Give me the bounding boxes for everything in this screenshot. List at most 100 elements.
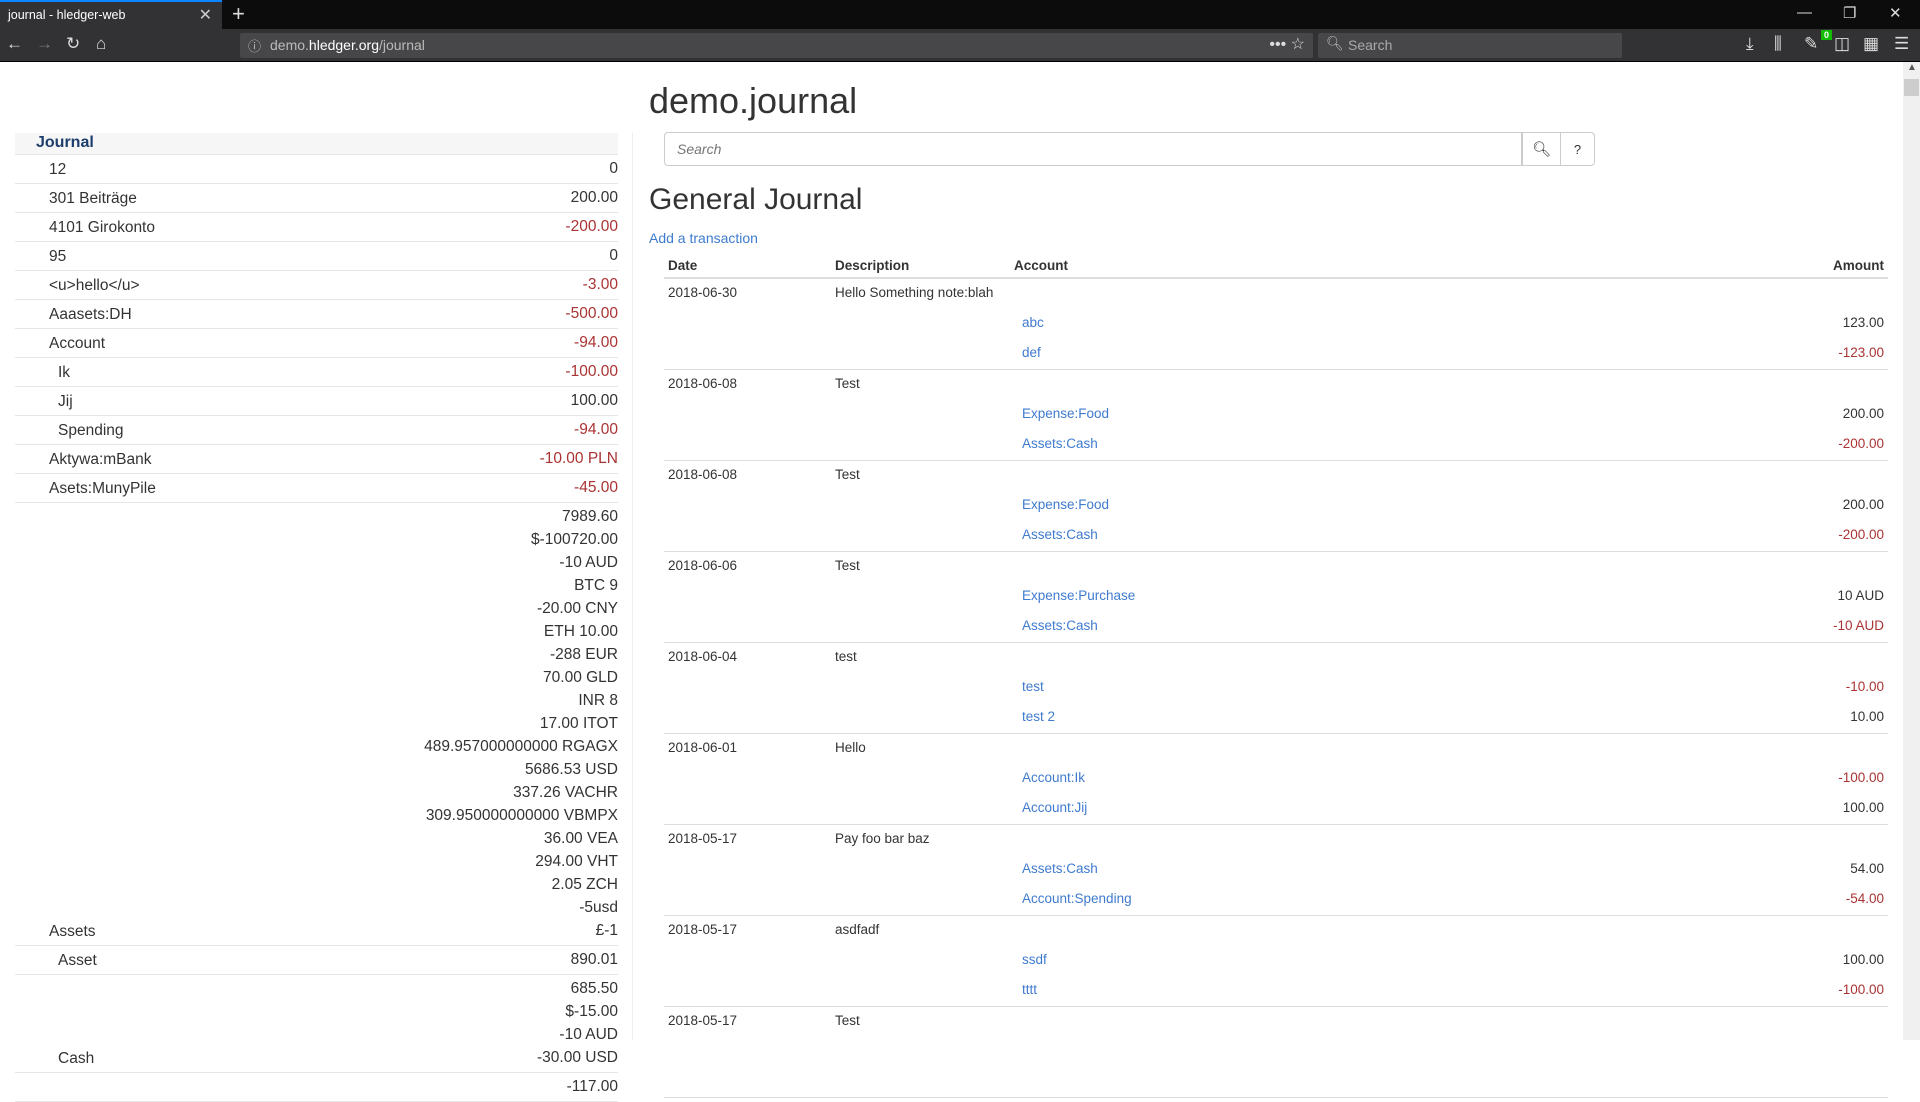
account-name[interactable]: 12 [49,161,67,178]
posting-amount: -123.00 [1838,345,1884,360]
reload-icon[interactable]: ↻ [66,34,81,53]
sidebar-account-row[interactable]: Asset 890.01 [15,946,618,975]
transaction-date: 2018-06-08 [668,376,738,391]
account-name[interactable]: Asets:MunyPile [49,480,156,497]
forward-icon[interactable]: → [36,34,53,53]
url-path: /journal [378,37,425,53]
sidebar-toggle-icon[interactable]: ◫ [1834,34,1851,53]
account-name[interactable]: Cash [58,1050,95,1067]
account-balance: -200.00 [565,215,618,238]
sidebar-account-row[interactable]: 4101 Girokonto -200.00 [15,213,618,242]
posting-account-link[interactable]: ssdf [1022,952,1047,967]
url-bar[interactable]: ⓘ demo.hledger.org/journal ••• ☆ [240,33,1313,58]
posting-account-link[interactable]: test [1022,679,1044,694]
add-transaction-link[interactable]: Add a transaction [649,230,758,246]
account-name[interactable]: Aaasets:DH [49,306,132,323]
account-balance: -100.00 [565,360,618,383]
sidebar-account-row[interactable]: Ik -100.00 [15,358,618,387]
posting-account-link[interactable]: Account:Jij [1022,800,1088,815]
sidebar-account-row[interactable]: Account -94.00 [15,329,618,358]
posting-account-link[interactable]: Assets:Cash [1022,861,1098,876]
search-icon: 🔍︎ [1531,141,1552,158]
posting-account-link[interactable]: Assets:Cash [1022,436,1098,451]
posting-account-link[interactable]: tttt [1022,982,1038,997]
containers-icon[interactable]: ▦ [1863,34,1880,53]
account-name[interactable]: 95 [49,248,67,265]
posting-account-link[interactable]: abc [1022,315,1044,330]
posting-account-link[interactable]: Expense:Food [1022,406,1110,421]
account-name[interactable]: 301 Beiträge [49,190,137,207]
posting-account-link[interactable]: Expense:Purchase [1022,588,1136,603]
sidebar-account-row[interactable]: Asets:MunyPile -45.00 [15,474,618,503]
balance-amount: -10 AUD [559,554,618,571]
balance-amount: 685.50 [570,980,618,997]
posting-account-link[interactable]: Account:Ik [1022,770,1086,785]
sidebar-account-row[interactable]: 12 0 [15,155,618,184]
posting-row: Assets:Cash 54.00 [664,855,1888,885]
posting-row: Expense:Purchase 10 AUD [664,582,1888,612]
transaction-header: 2018-06-01 Hello [664,734,1888,764]
sidebar-account-row[interactable]: -117.00 [15,1073,618,1102]
account-balance: -94.00 [574,331,618,354]
account-name[interactable]: Ik [58,364,71,381]
balance-amount: ETH 10.00 [543,623,618,640]
sidebar-account-row[interactable]: Spending -94.00 [15,416,618,445]
account-name[interactable]: Jij [58,393,73,410]
balance-amount: -500.00 [565,305,618,322]
posting-account-link[interactable]: test 2 [1022,709,1056,724]
account-name[interactable]: Assets [49,923,96,940]
account-name[interactable]: Account [49,335,106,352]
tab-bar: journal - hledger-web ✕ + — ❐ ✕ [0,0,1920,29]
home-icon[interactable]: ⌂ [96,34,107,53]
new-tab-icon[interactable]: + [232,1,245,26]
sidebar-account-row[interactable]: <u>hello</u> -3.00 [15,271,618,300]
sidebar-account-row[interactable]: Aaasets:DH -500.00 [15,300,618,329]
account-name[interactable]: <u>hello</u> [49,277,140,294]
posting-row: Assets:Cash -10 AUD [664,612,1888,642]
balance-amount: 2.05 ZCH [551,876,618,893]
transaction-date: 2018-06-30 [668,285,738,300]
tab-journal[interactable]: journal - hledger-web ✕ [0,0,222,29]
scrollbar[interactable]: ▲ [1903,62,1920,1040]
sidebar-account-row[interactable]: Aktywa:mBank -10.00 PLN [15,445,618,474]
account-name[interactable]: Asset [58,952,97,969]
scroll-up-icon[interactable]: ▲ [1907,62,1917,73]
posting-account-link[interactable]: def [1022,345,1041,360]
posting-account-link[interactable]: Assets:Cash [1022,527,1098,542]
account-name[interactable]: Aktywa:mBank [49,451,152,468]
download-icon[interactable]: ⤓ [1746,34,1754,53]
sidebar-account-row[interactable]: 95 0 [15,242,618,271]
account-balance: -94.00 [574,418,618,441]
info-icon[interactable]: ⓘ [248,39,262,54]
account-balance: 7989.60 $-100720.00 -10 AUD BTC 9 -20.00 CNY… [424,505,618,942]
posting-account-link[interactable]: Expense:Food [1022,497,1110,512]
sidebar-journal-link[interactable]: Journal [15,133,618,155]
sidebar-account-row[interactable]: 301 Beiträge 200.00 [15,184,618,213]
menu-icon[interactable]: ☰ [1894,34,1910,53]
balance-amount: 337.26 VACHR [513,784,618,801]
sidebar-account-row[interactable]: Cash 685.50 $-15.00 -10 AUD -30.00 USD [15,975,618,1073]
library-icon[interactable]: ⫼ [1774,34,1782,53]
close-tab-icon[interactable]: ✕ [198,7,212,24]
bookmark-star-icon[interactable]: ☆ [1290,36,1305,53]
search-button[interactable]: 🔍︎ [1522,132,1561,166]
help-button[interactable]: ? [1560,132,1595,166]
account-name[interactable]: Spending [58,422,124,439]
restore-icon[interactable]: ❐ [1843,5,1857,22]
close-window-icon[interactable]: ✕ [1889,5,1902,22]
web-search-input[interactable]: 🔍︎ Search [1318,33,1622,58]
posting-account-link[interactable]: Account:Spending [1022,891,1132,906]
transaction: 2018-06-08 Test Expense:Food 200.00 Assets:C… [664,461,1888,552]
scrollbar-thumb[interactable] [1904,79,1919,96]
account-name[interactable]: 4101 Girokonto [49,219,155,236]
sidebar-account-row[interactable]: Assets 7989.60 $-100720.00 -10 AUD BTC 9 -20.… [15,503,618,946]
extension-icon[interactable]: ✎ [1804,34,1819,53]
balance-amount: 100.00 [570,392,618,409]
transaction-description: Test [835,558,860,573]
search-input[interactable] [664,132,1522,166]
sidebar-account-row[interactable]: Jij 100.00 [15,387,618,416]
minimize-icon[interactable]: — [1797,4,1812,21]
page-actions-icon[interactable]: ••• [1269,36,1287,53]
back-icon[interactable]: ← [6,34,23,53]
posting-account-link[interactable]: Assets:Cash [1022,618,1098,633]
